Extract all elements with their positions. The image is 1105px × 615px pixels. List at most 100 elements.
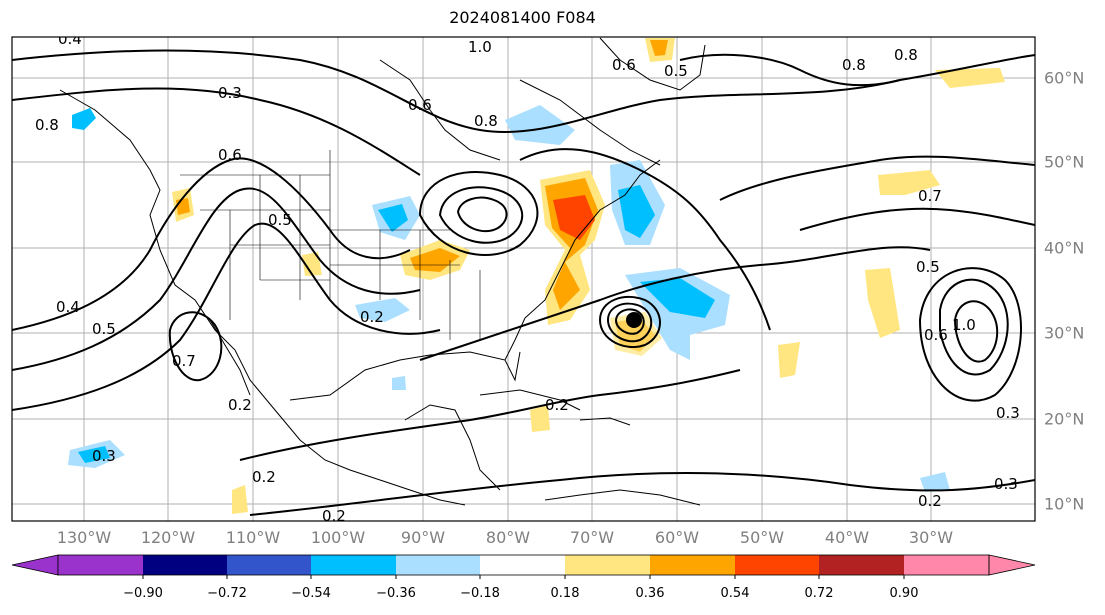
contour-atlantic-high-2 xyxy=(799,207,1035,231)
contour-west-trough-2 xyxy=(12,187,421,371)
coastlines xyxy=(59,37,706,506)
longitude-label: 70°W xyxy=(569,528,615,547)
latitude-label: 30°N xyxy=(1044,323,1085,343)
blue-anomaly-great-plains xyxy=(355,298,410,322)
greenland xyxy=(599,37,706,91)
contour-label: 0.8 xyxy=(842,56,866,74)
contour-label: 0.2 xyxy=(360,308,384,326)
longitude-label: 130°W xyxy=(56,528,112,547)
baja-california xyxy=(209,319,251,396)
longitude-label: 60°W xyxy=(654,528,700,547)
yellow-anomaly-mid-atlantic xyxy=(865,268,900,338)
contour-california-1 xyxy=(168,311,223,382)
contour-label: 0.5 xyxy=(916,258,940,276)
height-contours xyxy=(12,49,1035,516)
contour-label: 0.6 xyxy=(924,326,948,344)
contour-label: 0.4 xyxy=(58,30,82,48)
yellow-anomaly-east-pacific xyxy=(232,485,248,514)
contour-label: 0.3 xyxy=(218,84,242,102)
longitude-label: 90°W xyxy=(400,528,446,547)
yellow-anomaly-plains xyxy=(302,252,322,276)
orange-anomaly-greenland xyxy=(650,40,668,56)
longitude-label: 40°W xyxy=(824,528,870,547)
forecast-map: 0.4 1.0 0.6 0.5 0.8 0.8 0.3 0.8 0.6 0.8 … xyxy=(11,30,1036,525)
longitude-label: 50°W xyxy=(739,528,785,547)
colorbar-tick-label: −0.72 xyxy=(207,586,247,601)
latitude-label: 20°N xyxy=(1044,409,1085,429)
hispaniola xyxy=(579,417,631,426)
longitude-label: 100°W xyxy=(310,528,366,547)
contour-north-atlantic xyxy=(679,53,901,87)
map-title: 2024081400 F084 xyxy=(449,8,596,27)
contour-label: 0.3 xyxy=(92,447,116,465)
labrador xyxy=(519,79,661,166)
contour-label: 0.8 xyxy=(474,112,498,130)
orange-anomaly-midwest-core xyxy=(410,248,460,272)
colorbar-tick-label: 0.18 xyxy=(550,586,580,601)
colorbar-tick-label: −0.90 xyxy=(123,586,163,601)
colorbar-tick-label: 0.90 xyxy=(889,586,919,601)
north-america-west-coast xyxy=(59,89,466,506)
contour-ne-trough xyxy=(519,148,771,331)
contour-label: 0.2 xyxy=(228,396,252,414)
blue-anomaly-east-atlantic xyxy=(920,472,950,492)
contour-low-east-2 xyxy=(438,186,524,244)
contour-label: 0.6 xyxy=(612,56,636,74)
yellow-anomaly-central-atlantic xyxy=(778,342,800,378)
contour-west-trough-3 xyxy=(12,222,441,411)
latitude-label: 60°N xyxy=(1044,68,1085,88)
orange-anomaly-northwest xyxy=(176,198,190,215)
map-frame xyxy=(11,36,1036,522)
blue-anomaly-pacific-core xyxy=(78,446,110,463)
colorbar-tick-label: 0.72 xyxy=(804,586,834,601)
latitude-label: 50°N xyxy=(1044,152,1085,172)
contour-west-trough-1 xyxy=(12,157,411,331)
colorbar-tick-label: 0.54 xyxy=(720,586,750,601)
contour-subtropical-1 xyxy=(419,246,931,361)
blue-anomaly-ne xyxy=(505,105,575,145)
longitude-label: 120°W xyxy=(140,528,196,547)
contour-label: 0.2 xyxy=(322,507,346,525)
contour-label: 0.7 xyxy=(172,352,196,370)
contour-label: 0.3 xyxy=(994,475,1018,493)
contour-label: 0.2 xyxy=(545,396,569,414)
blue-anomaly-gulf xyxy=(392,376,406,390)
colorbar-tick-label: 0.36 xyxy=(635,586,665,601)
contour-atlantic-high-1 xyxy=(719,155,1035,201)
contour-east-low-3 xyxy=(953,300,999,363)
yellow-anomaly-caribbean xyxy=(530,405,550,432)
blue-anomaly-maritimes-core xyxy=(618,185,655,238)
contour-label: 0.5 xyxy=(268,211,292,229)
hurricane-center-marker xyxy=(626,312,642,328)
contour-low-east-1 xyxy=(418,170,539,256)
contour-label: 1.0 xyxy=(952,316,976,334)
contour-label: 0.2 xyxy=(252,468,276,486)
contour-label: 1.0 xyxy=(468,38,492,56)
contour-label-layer: 0.4 1.0 0.6 0.5 0.8 0.8 0.3 0.8 0.6 0.8 … xyxy=(35,30,1020,525)
colorbar-tick-label: −0.18 xyxy=(460,586,500,601)
contour-hurricane-1 xyxy=(598,295,661,348)
contour-label: 0.7 xyxy=(918,187,942,205)
contour-east-low-1 xyxy=(939,278,1009,376)
state-borders xyxy=(180,150,481,340)
contour-subtropical-2 xyxy=(239,369,741,461)
contour-label: 0.6 xyxy=(408,96,432,114)
contour-label: 0.2 xyxy=(918,492,942,510)
blue-anomaly-atlantic-core xyxy=(640,278,715,318)
contour-ridge-north-2 xyxy=(12,87,421,176)
contour-tropical xyxy=(249,472,1035,516)
hudson-bay xyxy=(379,59,501,161)
contour-hurricane-3 xyxy=(614,308,645,335)
east-coast xyxy=(524,159,661,319)
south-america-north xyxy=(544,489,701,506)
longitude-label: 110°W xyxy=(225,528,281,547)
longitude-label: 80°W xyxy=(485,528,531,547)
blue-anomaly-lakes-core xyxy=(378,204,408,232)
latitude-label: 40°N xyxy=(1044,238,1085,258)
yellow-anomaly-north-atlantic xyxy=(878,170,940,195)
blue-anomaly-nw-coast xyxy=(72,108,96,130)
yellow-anomaly-ne-corner xyxy=(935,68,1005,88)
gulf-coast xyxy=(289,351,521,401)
cuba xyxy=(479,389,581,411)
yucatan xyxy=(404,404,501,491)
